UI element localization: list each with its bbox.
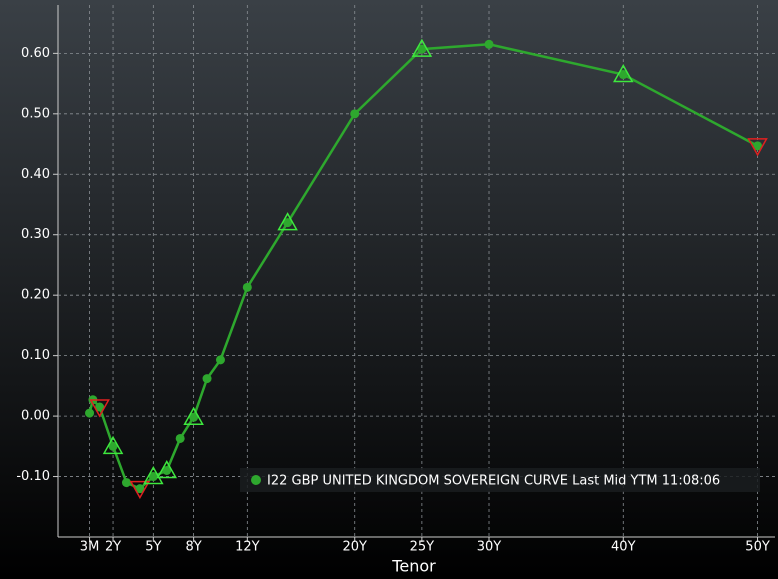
curve-point: [350, 109, 360, 119]
rich-marker: [143, 466, 164, 485]
curve-point: [202, 374, 212, 384]
curve-point: [148, 472, 158, 482]
y-tick-label: 0.40: [21, 167, 50, 182]
rich-marker: [411, 38, 433, 57]
curve-point: [283, 218, 293, 228]
y-tick-label: 0.20: [21, 288, 50, 303]
cheap-marker: [747, 138, 768, 157]
x-tick-label: 5Y: [145, 540, 161, 555]
cheap-marker: [89, 399, 110, 418]
curve-point: [85, 408, 95, 418]
x-tick-label: 2Y: [105, 540, 121, 555]
x-tick-label: 12Y: [235, 540, 260, 555]
curve-point: [135, 484, 145, 494]
cheap-marker: [129, 480, 151, 500]
rich-marker: [156, 459, 178, 479]
curve-point: [215, 355, 225, 365]
curve-point: [95, 402, 105, 412]
rich-marker: [102, 435, 124, 455]
y-tick-label: 0.60: [21, 46, 50, 61]
y-tick-label: 0.10: [21, 348, 50, 363]
curve-point: [162, 466, 172, 475]
x-tick-label: 25Y: [410, 540, 435, 555]
curve-point: [417, 44, 427, 54]
legend-box: [240, 468, 760, 492]
rich-marker: [612, 63, 634, 83]
curve-point: [753, 141, 763, 151]
x-tick-label: 50Y: [745, 540, 770, 555]
y-tick-label: 0.30: [21, 227, 50, 242]
rich-marker: [277, 212, 298, 231]
legend-label: I22 GBP UNITED KINGDOM SOVEREIGN CURVE L…: [267, 474, 720, 489]
x-tick-label: 40Y: [611, 540, 636, 555]
legend: I22 GBP UNITED KINGDOM SOVEREIGN CURVE L…: [240, 468, 760, 492]
curve-point: [121, 478, 131, 488]
curve-point: [484, 39, 494, 49]
y-tick-label: 0.50: [21, 106, 50, 121]
curve-point: [108, 441, 118, 451]
curve-point: [618, 70, 628, 80]
x-tick-label: 30Y: [477, 540, 502, 555]
x-tick-label: 3M: [80, 540, 100, 555]
y-tick-label: -0.10: [16, 469, 50, 484]
x-tick-label: 20Y: [342, 540, 367, 555]
rich-marker: [183, 406, 204, 426]
legend-swatch: [251, 475, 261, 485]
y-tick-label: 0.00: [21, 409, 50, 424]
curve-point: [189, 412, 199, 422]
curve-point: [175, 433, 185, 443]
curve-point: [242, 282, 252, 292]
x-axis-title: Tenor: [391, 557, 436, 576]
x-tick-label: 8Y: [186, 540, 202, 555]
